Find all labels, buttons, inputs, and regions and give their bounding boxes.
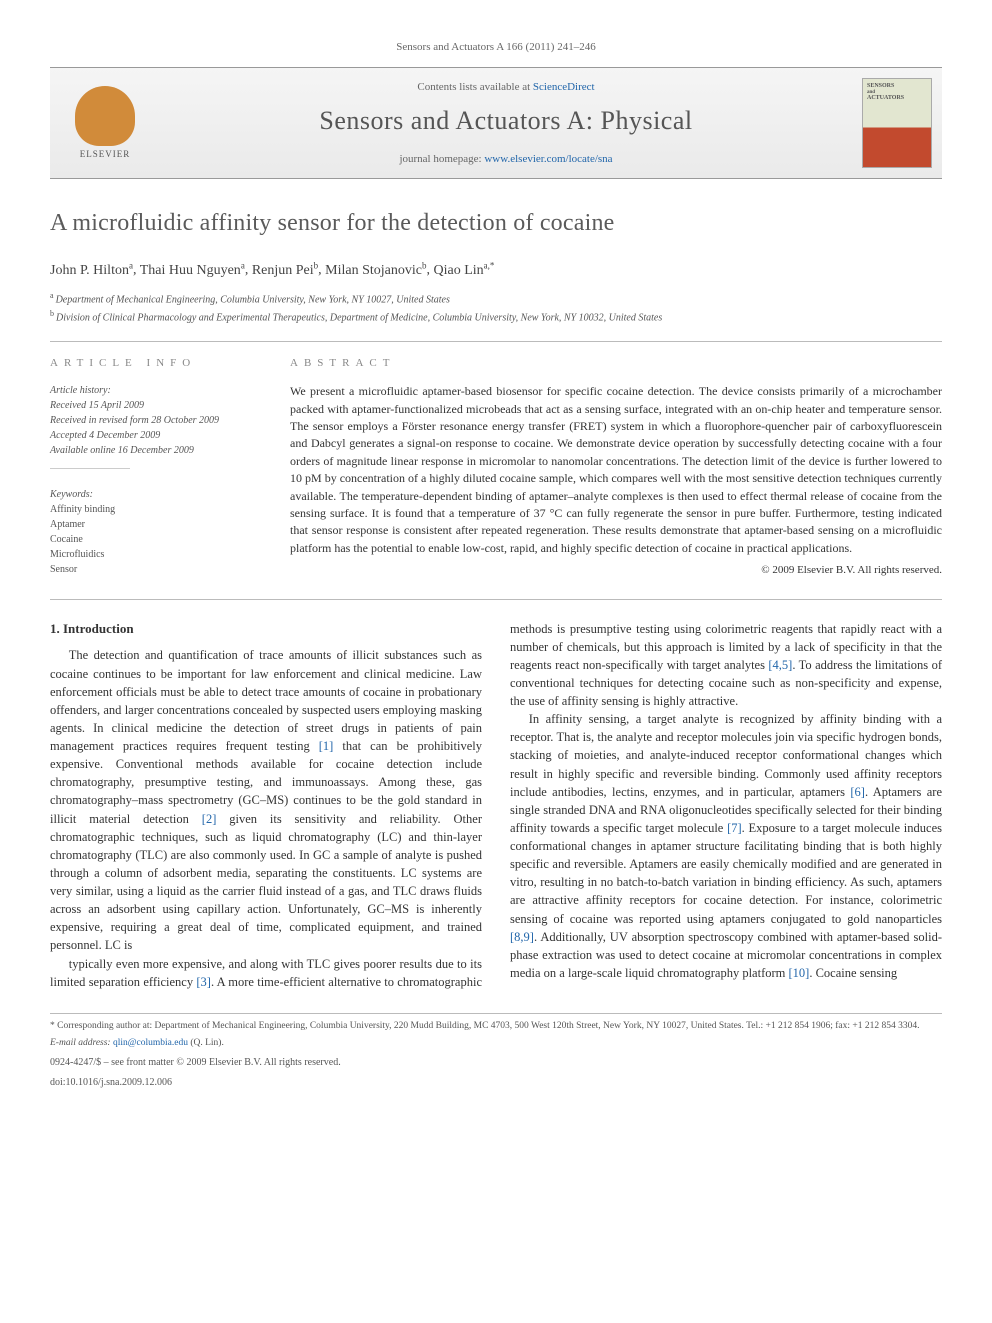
abstract-heading: abstract	[290, 356, 942, 371]
author-5: Qiao Lina,*	[433, 263, 494, 278]
affiliation-a: aDepartment of Mechanical Engineering, C…	[50, 290, 942, 307]
body-para-3: In affinity sensing, a target analyte is…	[510, 710, 942, 982]
doi-line: doi:10.1016/j.sna.2009.12.006	[50, 1076, 942, 1090]
affiliation-b: bDivision of Clinical Pharmacology and E…	[50, 308, 942, 325]
homepage-prefix: journal homepage:	[399, 153, 484, 165]
page: Sensors and Actuators A 166 (2011) 241–2…	[0, 0, 992, 1130]
article-info-column: article info Article history: Received 1…	[50, 356, 260, 579]
journal-homepage-link[interactable]: www.elsevier.com/locate/sna	[484, 153, 612, 165]
keyword-5: Sensor	[50, 562, 260, 577]
article-history: Article history: Received 15 April 2009 …	[50, 383, 260, 458]
elsevier-logo: ELSEVIER	[60, 78, 150, 168]
author-4: Milan Stojanovicb	[325, 263, 426, 278]
cover-text-top: SENSORS	[867, 83, 927, 90]
email-line: E-mail address: qlin@columbia.edu (Q. Li…	[50, 1037, 942, 1050]
divider-top	[50, 341, 942, 342]
journal-title: Sensors and Actuators A: Physical	[150, 103, 862, 139]
author-2: Thai Huu Nguyena	[140, 263, 245, 278]
info-divider	[50, 468, 130, 469]
sciencedirect-link[interactable]: ScienceDirect	[533, 81, 595, 93]
article-info-heading: article info	[50, 356, 260, 371]
contents-bar-center: Contents lists available at ScienceDirec…	[150, 80, 862, 167]
history-received: Received 15 April 2009	[50, 398, 260, 413]
contents-prefix: Contents lists available at	[417, 81, 532, 93]
author-list: John P. Hiltona, Thai Huu Nguyena, Renju…	[50, 259, 942, 280]
email-label: E-mail address:	[50, 1038, 113, 1048]
abstract-column: abstract We present a microfluidic aptam…	[290, 356, 942, 579]
elsevier-tree-icon	[75, 86, 135, 146]
corresponding-author: * Corresponding author at: Department of…	[50, 1020, 942, 1033]
author-email-link[interactable]: qlin@columbia.edu	[113, 1038, 188, 1048]
history-label: Article history:	[50, 383, 260, 398]
history-revised: Received in revised form 28 October 2009	[50, 413, 260, 428]
contents-lists-label: Contents lists available at ScienceDirec…	[150, 80, 862, 95]
contents-bar: ELSEVIER Contents lists available at Sci…	[50, 67, 942, 179]
body-para-1: The detection and quantification of trac…	[50, 646, 482, 954]
keyword-4: Microfluidics	[50, 547, 260, 562]
body-columns: 1. Introduction The detection and quanti…	[50, 620, 942, 991]
email-tail: (Q. Lin).	[188, 1038, 224, 1048]
keywords-block: Keywords: Affinity binding Aptamer Cocai…	[50, 487, 260, 577]
abstract-text: We present a microfluidic aptamer-based …	[290, 383, 942, 557]
keyword-3: Cocaine	[50, 532, 260, 547]
history-online: Available online 16 December 2009	[50, 443, 260, 458]
elsevier-logo-text: ELSEVIER	[80, 148, 131, 161]
abstract-copyright: © 2009 Elsevier B.V. All rights reserved…	[290, 563, 942, 578]
journal-reference: Sensors and Actuators A 166 (2011) 241–2…	[50, 40, 942, 55]
affiliations: aDepartment of Mechanical Engineering, C…	[50, 290, 942, 325]
section-1-heading: 1. Introduction	[50, 620, 482, 639]
author-1: John P. Hiltona	[50, 263, 133, 278]
footer-block: * Corresponding author at: Department of…	[50, 1013, 942, 1091]
cover-text-bot: ACTUATORS	[867, 95, 927, 102]
divider-bottom	[50, 599, 942, 600]
history-accepted: Accepted 4 December 2009	[50, 428, 260, 443]
info-abstract-row: article info Article history: Received 1…	[50, 356, 942, 579]
journal-cover-thumbnail: SENSORS and ACTUATORS	[862, 78, 932, 168]
keywords-label: Keywords:	[50, 487, 260, 502]
keyword-1: Affinity binding	[50, 502, 260, 517]
article-title: A microfluidic affinity sensor for the d…	[50, 207, 942, 241]
keyword-2: Aptamer	[50, 517, 260, 532]
author-3: Renjun Peib	[252, 263, 318, 278]
front-matter-line: 0924-4247/$ – see front matter © 2009 El…	[50, 1056, 942, 1070]
journal-homepage-label: journal homepage: www.elsevier.com/locat…	[150, 152, 862, 167]
